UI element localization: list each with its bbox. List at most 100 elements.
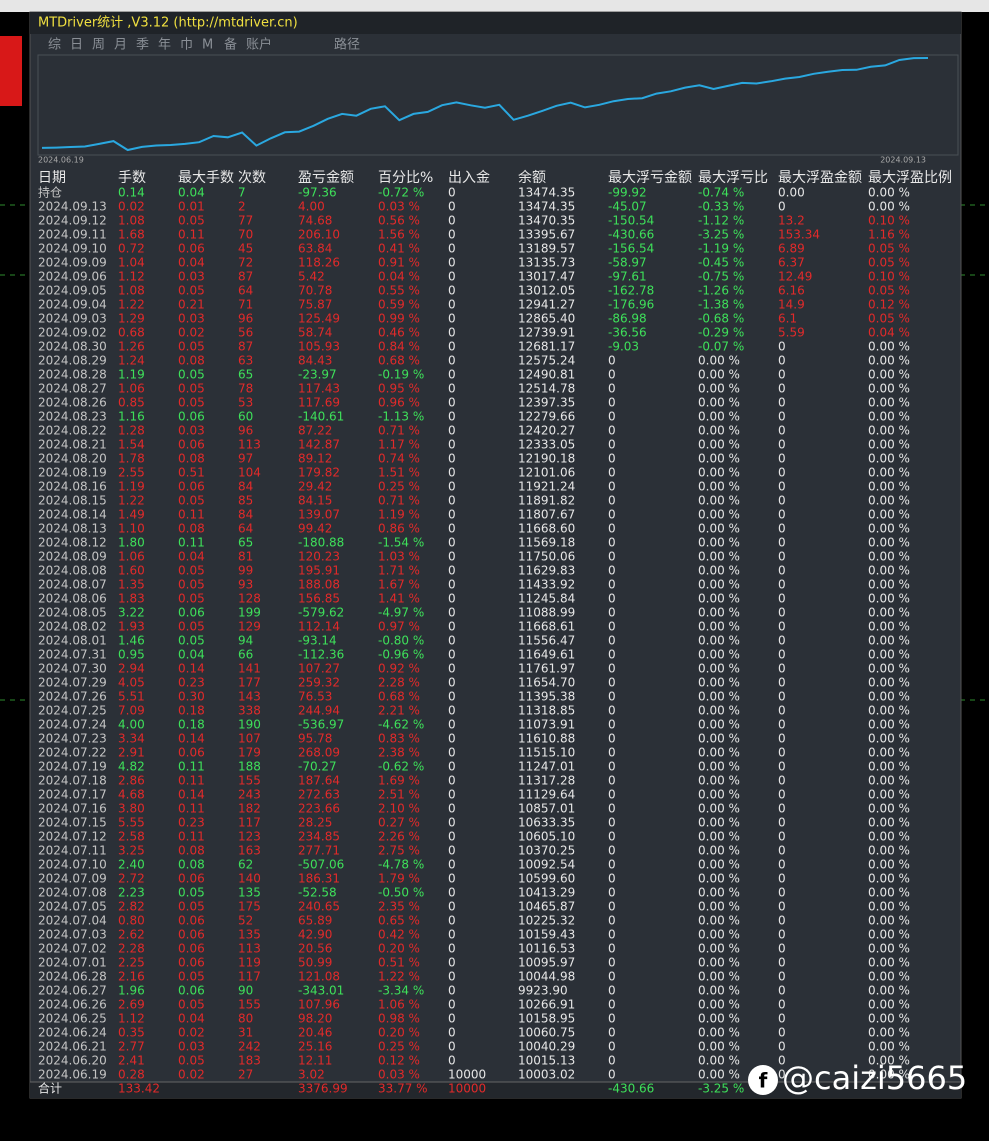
table-cell: 0 <box>608 676 616 690</box>
table-cell: -0.45 % <box>698 256 744 270</box>
table-cell: 0.71 % <box>378 494 420 508</box>
tab[interactable]: 月 <box>114 38 127 53</box>
table-cell: 1.04 <box>118 256 145 270</box>
table-cell: 0.20 % <box>378 1026 420 1040</box>
table-cell: 63 <box>238 354 253 368</box>
table-cell: 96 <box>238 312 253 326</box>
table-cell: 0 <box>448 1012 456 1026</box>
table-cell: 0.00 % <box>698 662 740 676</box>
table-cell: 0.14 <box>118 186 145 200</box>
table-cell: -0.50 % <box>378 886 424 900</box>
side-button[interactable] <box>0 36 22 106</box>
table-cell: 0.00 % <box>698 760 740 774</box>
table-cell: 0.14 <box>178 788 205 802</box>
table-cell: 5.59 <box>778 326 805 340</box>
table-cell: 2.23 <box>118 886 145 900</box>
table-cell: 2024.07.31 <box>38 648 107 662</box>
table-cell: 0 <box>608 648 616 662</box>
table-cell: 2024.07.22 <box>38 746 107 760</box>
table-cell: 87.22 <box>298 424 332 438</box>
table-cell: 0.00 % <box>698 410 740 424</box>
table-cell: 0 <box>448 312 456 326</box>
table-cell: 0.00 % <box>868 774 910 788</box>
table-cell: 0.00 % <box>698 858 740 872</box>
table-cell: 10370.25 <box>518 844 575 858</box>
tab[interactable]: 路径 <box>334 37 360 53</box>
table-cell: 156.85 <box>298 592 340 606</box>
table-cell: 1.24 <box>118 354 145 368</box>
table-cell: 0.00 % <box>698 914 740 928</box>
table-cell: -1.38 % <box>698 298 744 312</box>
table-cell: 0.00 % <box>698 550 740 564</box>
tab[interactable]: 账户 <box>246 37 272 53</box>
tab[interactable]: 巾 <box>180 38 193 53</box>
table-cell: 0.00 % <box>868 760 910 774</box>
table-cell: 0 <box>608 914 616 928</box>
table-cell: 0 <box>778 382 786 396</box>
table-cell: 10857.01 <box>518 802 575 816</box>
table-cell: 2024.07.16 <box>38 802 107 816</box>
table-cell: 12101.06 <box>518 466 575 480</box>
table-cell: 4.82 <box>118 760 145 774</box>
table-cell: 45 <box>238 242 253 256</box>
total-cell: 合计 <box>38 1081 62 1096</box>
column-header: 余额 <box>518 169 546 186</box>
table-cell: 1.69 % <box>378 774 420 788</box>
table-cell: 0 <box>448 788 456 802</box>
tab[interactable]: M <box>202 38 213 53</box>
table-cell: 0.08 <box>178 858 205 872</box>
table-cell: 0 <box>608 998 616 1012</box>
table-cell: 0.05 <box>178 564 205 578</box>
table-cell: 0.08 <box>178 354 205 368</box>
table-cell: 58.74 <box>298 326 332 340</box>
table-cell: 120.23 <box>298 550 340 564</box>
table-cell: 0.08 <box>178 844 205 858</box>
table-cell: 0 <box>778 396 786 410</box>
table-cell: 0 <box>778 858 786 872</box>
tab[interactable]: 综 <box>48 38 61 53</box>
table-cell: 90 <box>238 984 253 998</box>
table-cell: 2.77 <box>118 1040 145 1054</box>
table-cell: 0.30 <box>178 690 205 704</box>
tab[interactable]: 周 <box>92 38 105 53</box>
table-cell: 2024.08.12 <box>38 536 107 550</box>
table-cell: 0.06 <box>178 746 205 760</box>
table-cell: 0 <box>448 270 456 284</box>
table-cell: 107.96 <box>298 998 340 1012</box>
table-cell: 0 <box>448 858 456 872</box>
table-cell: 11395.38 <box>518 690 575 704</box>
table-cell: 2024.07.29 <box>38 676 107 690</box>
tab[interactable]: 年 <box>158 38 171 53</box>
column-header: 出入金 <box>448 170 490 186</box>
watermark: f @caizi5665 <box>748 1059 967 1097</box>
table-cell: 0.00 % <box>698 564 740 578</box>
tab[interactable]: 季 <box>136 38 149 53</box>
table-cell: -176.96 <box>608 298 654 312</box>
table-cell: 0.00 % <box>868 1026 910 1040</box>
table-cell: -156.54 <box>608 242 654 256</box>
table-cell: 10092.54 <box>518 858 575 872</box>
table-cell: 13012.05 <box>518 284 575 298</box>
table-cell: 135 <box>238 928 261 942</box>
table-cell: 0.00 % <box>868 620 910 634</box>
table-cell: 2.28 <box>118 942 145 956</box>
table-cell: 123 <box>238 830 261 844</box>
table-cell: 0.00 % <box>698 718 740 732</box>
table-cell: 0.00 % <box>698 1026 740 1040</box>
table-cell: 81 <box>238 550 253 564</box>
table-cell: -97.36 <box>298 186 337 200</box>
table-cell: 2.38 % <box>378 746 420 760</box>
table-cell: 0 <box>778 480 786 494</box>
table-cell: 0.00 % <box>698 802 740 816</box>
table-cell: 2.55 <box>118 466 145 480</box>
table-cell: 0.25 % <box>378 480 420 494</box>
table-cell: 0 <box>778 830 786 844</box>
table-cell: 0 <box>608 858 616 872</box>
table-cell: 0.05 % <box>868 284 910 298</box>
table-cell: 186.31 <box>298 872 340 886</box>
tab[interactable]: 日 <box>70 38 83 53</box>
table-cell: 0 <box>778 676 786 690</box>
table-cell: -140.61 <box>298 410 344 424</box>
tab[interactable]: 备 <box>224 37 237 53</box>
column-header: 手数 <box>118 170 146 186</box>
